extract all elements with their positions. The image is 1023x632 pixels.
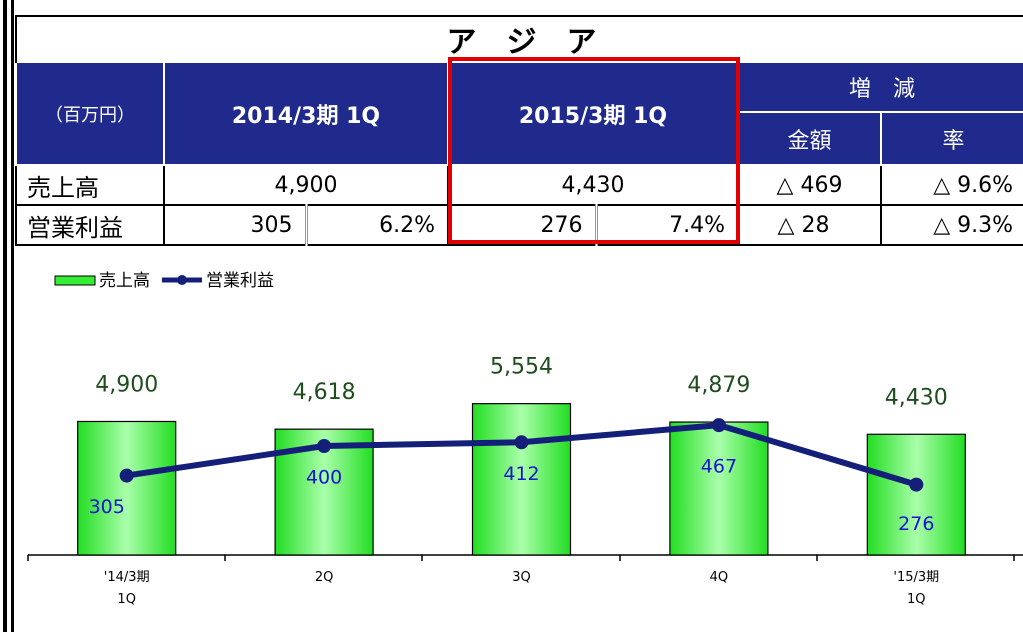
bar-value-label: 4,618 — [293, 380, 356, 405]
change-header: 増 減 — [736, 61, 1023, 113]
bar-value-label: 4,900 — [95, 372, 158, 397]
row-label: 営業利益 — [15, 204, 165, 246]
highlight-box — [448, 57, 740, 244]
frame-border — [11, 0, 14, 632]
period-header: 2014/3期 1Q — [163, 61, 449, 166]
bar-value-label: 4,430 — [885, 385, 948, 410]
line-value-label: 276 — [898, 513, 934, 535]
cell: △ 9.6% — [879, 164, 1023, 206]
line-value-label: 412 — [503, 463, 539, 485]
amount-header: 金額 — [737, 111, 882, 166]
cell: 7.4% — [595, 204, 739, 246]
x-axis-ticks — [27, 555, 1015, 561]
cell: 4,430 — [447, 164, 739, 206]
cell: △ 469 — [737, 164, 882, 206]
cell: 4,900 — [163, 164, 449, 206]
x-tick-label: 2Q — [314, 570, 334, 585]
row-label: 売上高 — [15, 164, 165, 206]
line-value-label: 467 — [701, 456, 737, 478]
bar — [77, 420, 177, 556]
legend-swatch — [54, 275, 96, 286]
rate-header: 率 — [879, 111, 1023, 166]
bar — [471, 403, 572, 556]
table-title: ア ジ ア — [14, 15, 1023, 62]
cell: 305 — [163, 204, 308, 246]
cell: 6.2% — [305, 204, 449, 246]
line-value-label: 305 — [89, 496, 125, 518]
x-tick-label: 4Q — [709, 570, 729, 585]
line-point — [514, 435, 529, 450]
line-point — [119, 468, 134, 483]
cell: 276 — [447, 204, 598, 246]
x-tick-label: '15/3期 1Q — [893, 570, 940, 607]
unit-header: （百万円） — [15, 61, 165, 166]
cell: △ 28 — [737, 204, 882, 246]
bar-value-label: 4,879 — [687, 373, 750, 398]
legend-label: 売上高 — [99, 271, 150, 291]
x-tick-label: '14/3期 1Q — [103, 570, 150, 607]
line-point — [909, 477, 924, 492]
bar-value-label: 5,554 — [490, 355, 553, 380]
bar — [669, 421, 769, 556]
line-point — [317, 439, 332, 453]
frame-border — [3, 0, 7, 632]
bar — [866, 433, 966, 556]
x-tick-label: 3Q — [512, 570, 531, 585]
line-point — [711, 418, 726, 433]
legend-label: 営業利益 — [206, 271, 274, 291]
period-header: 2015/3期 1Q — [447, 61, 739, 166]
cell: △ 9.3% — [879, 204, 1023, 246]
line-value-label: 400 — [306, 467, 342, 489]
summary-table: ア ジ ア （百万円） 2014/3期 1Q 2015/3期 1Q 増 減 金額… — [14, 15, 1023, 246]
legend-swatch — [177, 275, 187, 285]
